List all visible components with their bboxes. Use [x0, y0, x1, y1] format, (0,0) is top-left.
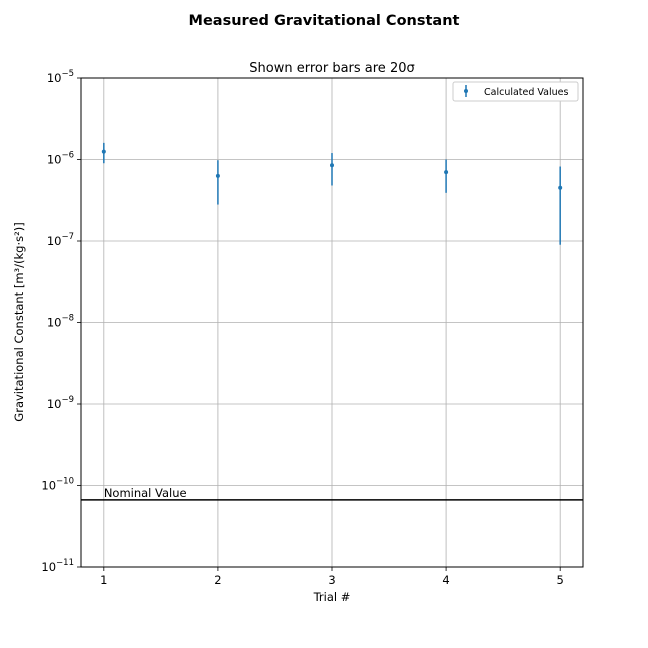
y-tick-label: 10−6 [47, 151, 74, 167]
y-tick-label: 10−10 [41, 477, 74, 493]
legend-box [452, 81, 579, 102]
y-tick-label: 10−5 [47, 69, 74, 85]
y-axis-label: Gravitational Constant [m³/(kg·s²)] [12, 222, 26, 421]
x-tick-label: 4 [442, 573, 449, 587]
y-tick-label: 10−11 [41, 558, 74, 574]
reference-line-group: Nominal Value [81, 486, 583, 501]
x-tick-label: 2 [214, 573, 221, 587]
x-axis-ticks: 1 2 3 4 5 [100, 567, 564, 587]
chart-suptitle: Measured Gravitational Constant [189, 13, 460, 29]
x-tick-label: 5 [557, 573, 564, 587]
data-point [101, 149, 106, 154]
chart-title: Shown error bars are 20σ [249, 61, 414, 76]
x-tick-label: 3 [328, 573, 335, 587]
y-axis-ticks: 10−11 10−10 10−9 10−8 10−7 10−6 10−5 [41, 69, 81, 574]
nominal-value-label: Nominal Value [104, 486, 187, 500]
x-tick-label: 1 [100, 573, 107, 587]
data-points [101, 149, 563, 190]
data-point [330, 163, 334, 168]
legend-label: Calculated Values [484, 87, 569, 98]
legend: Calculated Values [452, 81, 579, 102]
data-point [215, 173, 220, 178]
x-axis-label: Trial # [313, 590, 351, 604]
y-tick-label: 10−8 [47, 314, 74, 330]
legend-point-marker [464, 89, 468, 93]
data-point [444, 170, 449, 175]
y-tick-label: 10−7 [47, 232, 74, 248]
data-point [558, 185, 563, 190]
y-axis-label-group: Gravitational Constant [m³/(kg·s²)] [12, 222, 26, 421]
y-tick-label: 10−9 [47, 395, 74, 411]
